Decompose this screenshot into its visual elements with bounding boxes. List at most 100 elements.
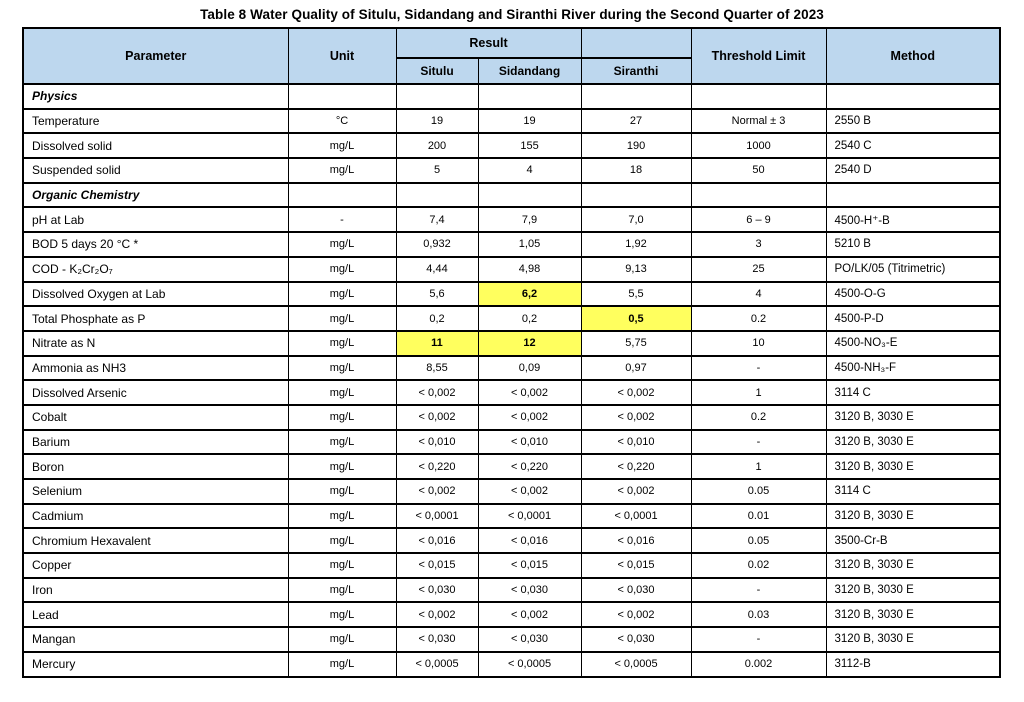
- siranthi-cell: 9,13: [580, 255, 692, 283]
- table-row: Temperature °C 19 19 27 Normal ± 3 2550 B: [22, 107, 1001, 135]
- method-cell: 3120 B, 3030 E: [825, 552, 1001, 579]
- situlu-cell: 19: [395, 107, 479, 135]
- table-row: Mercury mg/L < 0,0005 < 0,0005 < 0,0005 0.002…: [22, 650, 1001, 678]
- threshold-cell: 0.2: [690, 403, 827, 431]
- threshold-cell: Normal ± 3: [690, 107, 827, 135]
- sidandang-cell: < 0,016: [477, 527, 582, 555]
- empty-cell: [395, 83, 479, 110]
- method-cell: 3120 B, 3030 E: [825, 428, 1001, 456]
- situlu-cell: < 0,010: [395, 428, 479, 456]
- situlu-cell: < 0,0001: [395, 502, 479, 530]
- method-cell: 5210 B: [825, 231, 1001, 258]
- siranthi-cell: < 0,220: [580, 453, 692, 480]
- empty-cell: [477, 181, 582, 209]
- parameter-cell: Dissolved solid: [22, 132, 289, 160]
- unit-cell: mg/L: [287, 157, 397, 184]
- empty-cell: [690, 83, 827, 110]
- threshold-cell: 4: [690, 280, 827, 308]
- header-row-1: Parameter Unit Result Threshold Limit Me…: [22, 27, 1001, 85]
- situlu-cell: < 0,0005: [395, 650, 479, 678]
- parameter-cell: COD - K₂Cr₂O₇: [22, 255, 289, 283]
- table-row: BOD 5 days 20 °C * mg/L 0,932 1,05 1,92 3 5210…: [22, 231, 1001, 258]
- threshold-cell: 0.05: [690, 527, 827, 555]
- parameter-cell: Cadmium: [22, 502, 289, 530]
- unit-cell: mg/L: [287, 576, 397, 604]
- table-row: Copper mg/L < 0,015 < 0,015 < 0,015 0.02 3120 …: [22, 552, 1001, 579]
- parameter-cell: Dissolved Arsenic: [22, 379, 289, 406]
- method-cell: 3120 B, 3030 E: [825, 453, 1001, 480]
- method-cell: 4500-NH₃-F: [825, 354, 1001, 382]
- sidandang-cell: 4,98: [477, 255, 582, 283]
- empty-cell: [477, 83, 582, 110]
- empty-cell: [825, 181, 1001, 209]
- siranthi-cell: < 0,002: [580, 379, 692, 406]
- sidandang-cell: < 0,002: [477, 601, 582, 629]
- sidandang-cell: 4: [477, 157, 582, 184]
- empty-cell: [287, 83, 397, 110]
- parameter-cell: Copper: [22, 552, 289, 579]
- threshold-cell: 6 – 9: [690, 206, 827, 234]
- header-threshold-limit: Threshold Limit: [690, 27, 827, 85]
- unit-cell: mg/L: [287, 255, 397, 283]
- table-row: Selenium mg/L < 0,002 < 0,002 < 0,002 0.05 311…: [22, 478, 1001, 505]
- sidandang-cell: < 0,002: [477, 379, 582, 406]
- table-row: Lead mg/L < 0,002 < 0,002 < 0,002 0.03 3120 B,…: [22, 601, 1001, 629]
- unit-cell: mg/L: [287, 132, 397, 160]
- parameter-cell: Chromium Hexavalent: [22, 527, 289, 555]
- situlu-cell: 11: [395, 329, 479, 357]
- situlu-cell: < 0,220: [395, 453, 479, 480]
- threshold-cell: -: [690, 626, 827, 653]
- table-row: Chromium Hexavalent mg/L < 0,016 < 0,016 < 0…: [22, 527, 1001, 555]
- unit-cell: mg/L: [287, 354, 397, 382]
- situlu-cell: < 0,002: [395, 379, 479, 406]
- sidandang-cell: < 0,015: [477, 552, 582, 579]
- parameter-cell: Temperature: [22, 107, 289, 135]
- threshold-cell: -: [690, 576, 827, 604]
- sidandang-cell: 12: [477, 329, 582, 357]
- header-parameter: Parameter: [22, 27, 289, 85]
- siranthi-cell: < 0,015: [580, 552, 692, 579]
- sidandang-cell: 19: [477, 107, 582, 135]
- sidandang-cell: 7,9: [477, 206, 582, 234]
- situlu-cell: 8,55: [395, 354, 479, 382]
- unit-cell: -: [287, 206, 397, 234]
- parameter-cell: Dissolved Oxygen at Lab: [22, 280, 289, 308]
- threshold-cell: 0.05: [690, 478, 827, 505]
- unit-cell: °C: [287, 107, 397, 135]
- sidandang-cell: < 0,030: [477, 626, 582, 653]
- section-label: Physics: [22, 83, 289, 110]
- parameter-cell: Suspended solid: [22, 157, 289, 184]
- parameter-cell: pH at Lab: [22, 206, 289, 234]
- sidandang-cell: 155: [477, 132, 582, 160]
- sidandang-cell: < 0,002: [477, 403, 582, 431]
- situlu-cell: < 0,015: [395, 552, 479, 579]
- unit-cell: mg/L: [287, 601, 397, 629]
- table-title: Table 8 Water Quality of Situlu, Sidanda…: [200, 7, 824, 22]
- parameter-cell: Total Phosphate as P: [22, 305, 289, 332]
- situlu-cell: 200: [395, 132, 479, 160]
- section-label: Organic Chemistry: [22, 181, 289, 209]
- sidandang-cell: 6,2: [477, 280, 582, 308]
- threshold-cell: -: [690, 428, 827, 456]
- unit-cell: mg/L: [287, 527, 397, 555]
- sidandang-cell: < 0,030: [477, 576, 582, 604]
- parameter-cell: Boron: [22, 453, 289, 480]
- situlu-cell: 0,932: [395, 231, 479, 258]
- table-row: pH at Lab -7,4 7,9 7,0 6 – 9 4500-H⁺-B: [22, 206, 1001, 234]
- empty-cell: [580, 83, 692, 110]
- siranthi-cell: < 0,030: [580, 626, 692, 653]
- empty-cell: [825, 83, 1001, 110]
- parameter-cell: Lead: [22, 601, 289, 629]
- header-row-2: Situlu Sidandang Siranthi: [23, 57, 1000, 85]
- unit-cell: mg/L: [287, 453, 397, 480]
- empty-cell: [580, 181, 692, 209]
- unit-cell: mg/L: [287, 428, 397, 456]
- method-cell: 3114 C: [825, 379, 1001, 406]
- situlu-cell: < 0,030: [395, 626, 479, 653]
- section-row: Organic Chemistry: [22, 181, 1001, 209]
- header-station-sidandang: Sidandang: [477, 57, 582, 85]
- situlu-cell: 0,2: [395, 305, 479, 332]
